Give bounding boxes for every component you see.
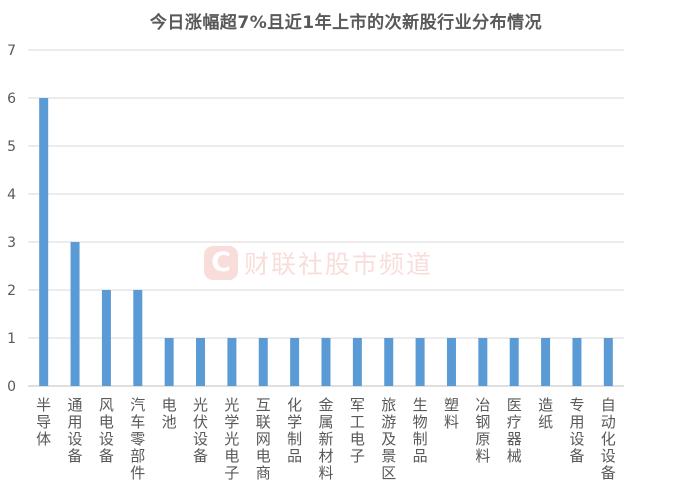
x-tick-label: 军工电子 (350, 396, 365, 465)
bar (164, 338, 174, 386)
watermark: C 财联社股市频道 (204, 245, 433, 281)
bar (478, 338, 488, 386)
bar (196, 338, 206, 386)
bar (572, 338, 582, 386)
x-tick-label: 半导体 (36, 396, 51, 448)
x-tick-label: 光学光电子 (224, 396, 239, 482)
x-tick-label: 旅游及景区 (381, 396, 396, 482)
chart-title: 今日涨幅超7%且近1年上市的次新股行业分布情况 (149, 13, 543, 33)
y-axis-ticks: 0 1 2 3 4 5 6 7 (7, 43, 16, 395)
x-tick-label: 电池 (162, 396, 177, 431)
y-tick-label: 2 (7, 283, 16, 299)
bar (509, 338, 519, 386)
x-tick-label: 通用设备 (68, 396, 83, 465)
y-tick-label: 5 (7, 139, 16, 155)
bar (603, 338, 613, 386)
bar (258, 338, 268, 386)
bar (227, 338, 237, 386)
x-tick-label: 风电设备 (99, 396, 114, 465)
bar (446, 338, 456, 386)
bars (39, 98, 613, 386)
bar (70, 242, 80, 386)
bar (321, 338, 331, 386)
x-tick-label: 金属新材料 (318, 396, 333, 482)
x-tick-label: 化学制品 (287, 396, 302, 465)
bar (101, 290, 111, 386)
grid-lines (28, 49, 624, 387)
x-tick-label: 医疗器械 (507, 396, 522, 465)
bar (541, 338, 551, 386)
x-tick-label: 光伏设备 (193, 396, 208, 465)
bar (415, 338, 425, 386)
y-tick-label: 4 (7, 187, 16, 203)
y-tick-label: 6 (7, 91, 16, 107)
x-tick-label: 生物制品 (413, 396, 428, 465)
x-tick-label: 塑料 (444, 396, 459, 431)
bar (39, 98, 49, 386)
x-tick-label: 互联网电商 (256, 396, 271, 482)
y-tick-label: 0 (7, 379, 16, 395)
x-tick-label: 造纸 (538, 396, 553, 431)
y-tick-label: 1 (7, 331, 16, 347)
x-axis-categories: 半导体 通用设备 风电设备 汽车零部件 电池 光伏设备 光学光电子 互联网电商 化学制品 金属新材… (36, 396, 616, 482)
x-tick-label: 自动化设备 (601, 396, 616, 482)
y-tick-label: 3 (7, 235, 16, 251)
x-tick-label: 专用设备 (569, 396, 584, 465)
watermark-logo: C (204, 246, 238, 280)
bar (290, 338, 300, 386)
y-tick-label: 7 (7, 43, 16, 59)
watermark-text: 财联社股市频道 (244, 250, 434, 279)
x-tick-label: 冶钢原料 (475, 396, 490, 465)
bar (384, 338, 394, 386)
x-tick-label: 汽车零部件 (130, 396, 145, 482)
bar (352, 338, 362, 386)
bar (133, 290, 143, 386)
